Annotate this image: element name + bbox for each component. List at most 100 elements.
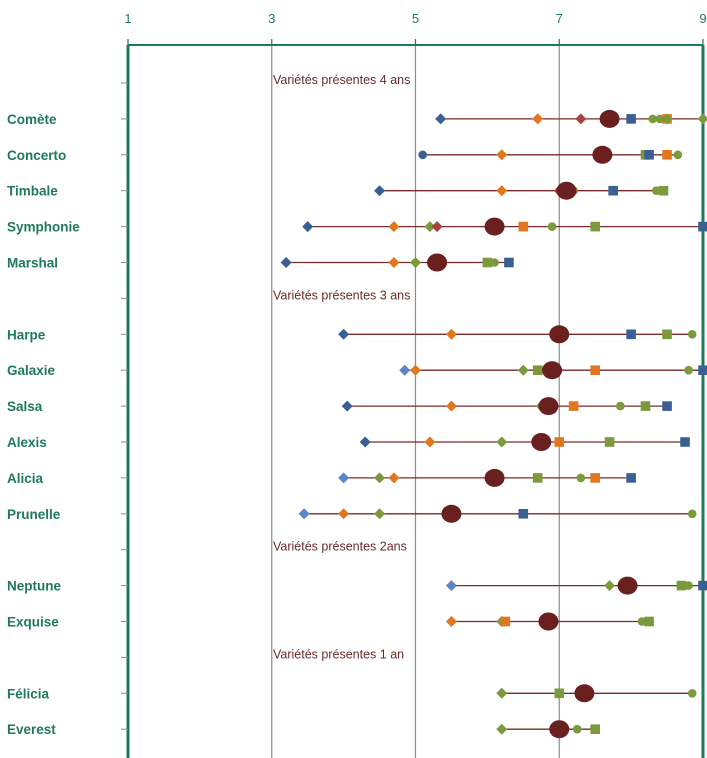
data-point-diamond (388, 472, 400, 484)
row-concerto: Concerto (7, 145, 683, 164)
data-point-diamond (280, 257, 292, 268)
data-point-diamond (697, 113, 707, 125)
data-point-diamond (445, 328, 457, 340)
row-exquise: Exquise (7, 612, 654, 631)
category-label: Salsa (7, 399, 43, 414)
axis-layer: 1 3 5 7 9 (121, 11, 707, 730)
data-point-diamond (410, 364, 421, 376)
mean-marker (531, 433, 552, 451)
data-point-diamond (435, 113, 447, 125)
category-label: Galaxie (7, 363, 56, 378)
data-point-square (504, 257, 514, 268)
row-everest: Everest (7, 720, 600, 739)
data-point-square (662, 401, 672, 411)
mean-marker (484, 468, 505, 487)
data-point-square (662, 329, 672, 340)
data-point-square (554, 437, 565, 447)
data-point-square (698, 365, 707, 375)
x-tick-label: 9 (699, 11, 706, 26)
data-point-circle (673, 150, 683, 160)
category-label: Everest (7, 722, 56, 737)
row-layer: Comète Concerto Timbale Symphonie Marshal Har… (7, 109, 707, 739)
mean-marker (538, 397, 559, 416)
data-point-square (518, 221, 529, 232)
data-point-square (676, 580, 687, 591)
x-tick-label: 1 (124, 11, 131, 26)
data-point-diamond (604, 580, 616, 592)
row-alexis: Alexis (7, 433, 690, 451)
mean-marker (556, 181, 577, 200)
data-point-square (568, 401, 579, 411)
mean-marker (427, 253, 448, 272)
group-label: Variétés présentes 4 ans (273, 73, 410, 87)
data-point-diamond (445, 616, 457, 627)
data-point-diamond (388, 221, 400, 233)
mean-marker (549, 325, 570, 344)
data-point-square (680, 437, 690, 447)
data-point-square (644, 150, 654, 160)
row-neptune: Neptune (7, 576, 707, 595)
data-point-square (608, 185, 618, 196)
data-point-circle (687, 509, 697, 519)
data-point-square (698, 580, 707, 591)
data-point-circle (655, 114, 665, 124)
data-point-diamond (374, 185, 386, 197)
data-point-circle (637, 617, 647, 626)
category-label: Neptune (7, 579, 61, 594)
data-point-circle (651, 186, 661, 195)
category-label: Concerto (7, 148, 66, 163)
data-point-diamond (496, 723, 508, 735)
category-label: Comète (7, 112, 57, 127)
x-tick-label: 7 (556, 11, 563, 26)
mean-marker (599, 109, 620, 128)
row-alicia: Alicia (7, 468, 636, 487)
data-point-circle (684, 365, 693, 375)
data-point-diamond (338, 508, 350, 520)
row-félicia: Félicia (7, 684, 697, 703)
data-point-diamond (338, 328, 350, 340)
data-point-diamond (410, 257, 421, 268)
data-point-circle (418, 150, 427, 160)
x-tick-label: 5 (412, 11, 419, 26)
data-point-square (590, 221, 600, 232)
data-point-square (626, 114, 636, 124)
data-point-square (640, 401, 651, 411)
category-label: Timbale (7, 184, 58, 199)
row-marshal: Marshal (7, 253, 514, 272)
mean-marker (592, 145, 613, 164)
category-label: Harpe (7, 327, 46, 342)
grid-layer (126, 45, 705, 758)
data-point-circle (684, 581, 693, 590)
data-point-circle (576, 473, 586, 483)
category-label: Exquise (7, 615, 59, 630)
mean-marker (484, 217, 505, 236)
data-point-circle (490, 258, 499, 267)
data-point-diamond (359, 436, 371, 448)
mean-marker (441, 504, 462, 523)
data-point-diamond (338, 472, 350, 484)
row-galaxie: Galaxie (7, 361, 707, 380)
data-point-diamond (575, 113, 587, 125)
data-point-square (532, 365, 543, 375)
mean-marker (542, 361, 563, 380)
label-layer: Variétés présentes 4 ans Variétés présent… (273, 73, 410, 661)
data-point-diamond (532, 113, 544, 125)
data-point-circle (687, 330, 697, 339)
data-point-square (554, 688, 565, 699)
data-point-circle (547, 222, 557, 231)
data-point-square (590, 365, 600, 375)
data-point-diamond (496, 185, 508, 197)
data-point-square (626, 473, 636, 483)
data-point-square (482, 257, 493, 268)
data-point-square (698, 221, 707, 232)
data-point-diamond (496, 149, 508, 161)
row-harpe: Harpe (7, 325, 697, 344)
data-point-square (590, 473, 600, 483)
row-symphonie: Symphonie (7, 217, 707, 236)
group-label: Variétés présentes 3 ans (273, 288, 410, 302)
data-point-diamond (445, 580, 457, 592)
row-timbale: Timbale (7, 181, 669, 200)
mean-marker (574, 684, 595, 703)
x-tick-label: 3 (268, 11, 275, 26)
